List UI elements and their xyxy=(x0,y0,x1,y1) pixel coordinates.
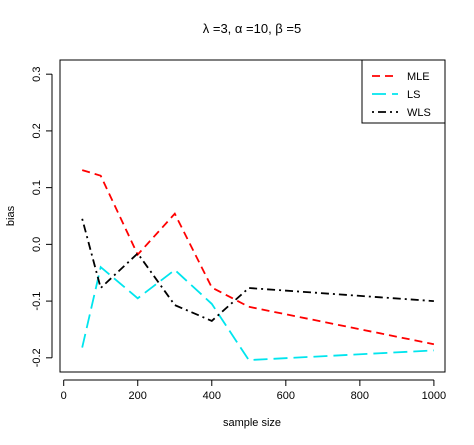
x-tick-label: 0 xyxy=(61,390,67,402)
y-tick-label: 0.0 xyxy=(31,237,43,252)
x-tick-label: 200 xyxy=(129,390,147,402)
legend-label-wls: WLS xyxy=(407,107,431,119)
series-line-ls xyxy=(81,265,434,362)
legend-label-ls: LS xyxy=(407,89,420,101)
y-axis: -0.2 -0.1 0.0 0.1 0.2 0.3 xyxy=(31,67,53,367)
x-tick-label: 600 xyxy=(277,390,295,402)
y-tick-label: 0.1 xyxy=(31,180,43,195)
x-tick-label: 800 xyxy=(351,390,369,402)
chart-title: λ =3, α =10, β =5 xyxy=(203,21,301,36)
legend-box xyxy=(361,59,446,124)
y-tick-label: -0.2 xyxy=(31,348,43,367)
x-axis: 0 200 400 600 800 1000 xyxy=(61,379,446,402)
legend: MLE LS WLS xyxy=(361,59,446,124)
y-axis-label: bias xyxy=(5,205,17,226)
y-tick-label: 0.3 xyxy=(31,67,43,82)
series-line-mle xyxy=(81,169,435,346)
y-tick-label: 0.2 xyxy=(31,123,43,138)
x-tick-label: 1000 xyxy=(422,390,446,402)
y-tick-label: -0.1 xyxy=(31,292,43,311)
legend-label-mle: MLE xyxy=(407,71,430,83)
series-layer xyxy=(81,169,435,362)
x-axis-label: sample size xyxy=(223,417,281,429)
plot-frame xyxy=(59,59,446,373)
series-line-wls xyxy=(81,218,434,322)
x-tick-label: 400 xyxy=(203,390,221,402)
